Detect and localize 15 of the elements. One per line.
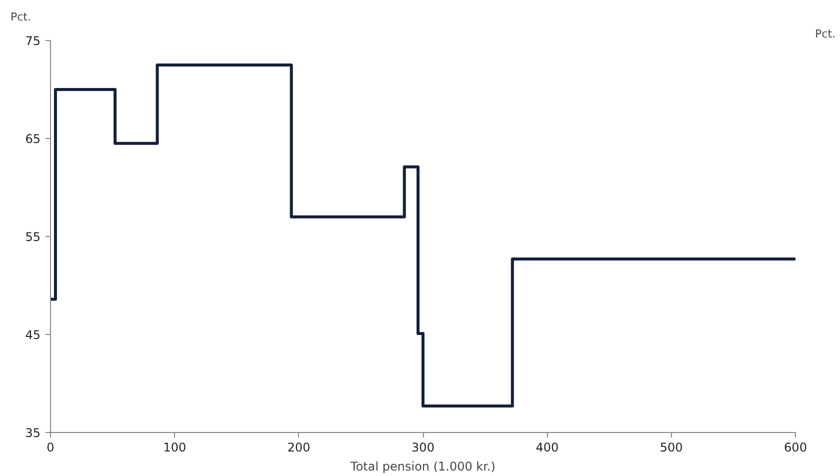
y-tick-label: 35 — [25, 426, 41, 440]
y-axis-title: Pct. — [10, 10, 31, 24]
y-tick-label: 65 — [25, 132, 41, 146]
y2-axis-title: Pct. — [815, 28, 836, 40]
x-tick-label: 500 — [660, 440, 683, 454]
x-tick-label: 100 — [163, 440, 186, 454]
x-tick-label: 400 — [536, 440, 559, 454]
x-tick-label: 0 — [46, 440, 54, 454]
y-tick-label: 45 — [25, 328, 41, 342]
x-tick-label: 300 — [412, 440, 434, 454]
y-tick-label: 75 — [25, 34, 41, 48]
x-tick-label: 200 — [287, 440, 310, 454]
x-tick-label: 600 — [784, 440, 807, 454]
x-axis-title: Total pension (1.000 kr.) — [350, 460, 496, 474]
y-tick-label: 55 — [25, 230, 41, 244]
